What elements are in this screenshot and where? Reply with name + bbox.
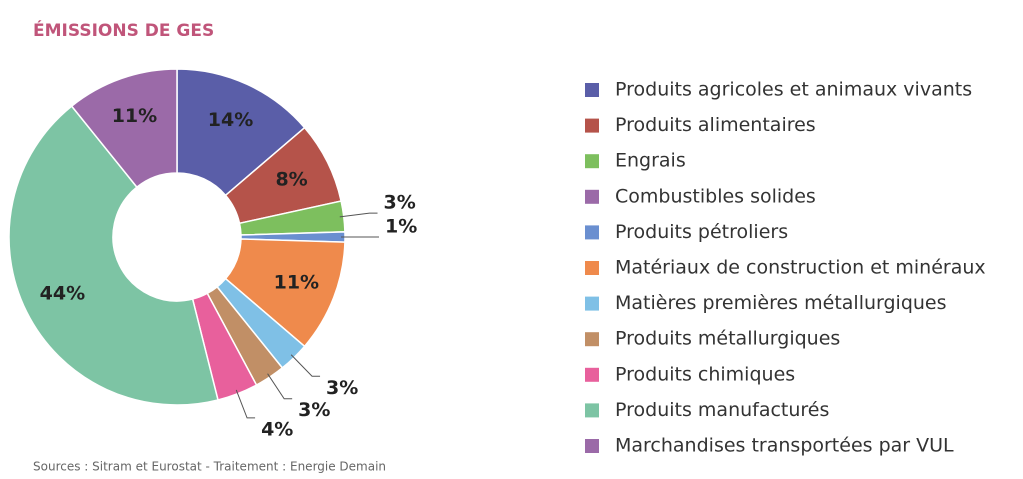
legend-label: Produits chimiques [615, 363, 795, 385]
legend-swatch [585, 154, 599, 169]
legend-swatch [585, 225, 599, 240]
data-label: 44% [40, 283, 85, 305]
leader-line [267, 373, 293, 400]
legend-label: Matières premières métallurgiques [615, 292, 947, 314]
leader-line [339, 212, 378, 218]
donut-slice [8, 105, 219, 406]
legend-swatch [585, 332, 599, 347]
legend-label: Matériaux de construction et minéraux [615, 257, 986, 279]
legend-label: Combustibles solides [615, 185, 816, 207]
legend-swatch [585, 403, 599, 418]
donut-slice [70, 68, 178, 189]
legend-swatch [585, 83, 599, 97]
legend-label: Produits agricoles et animaux vivants [615, 79, 972, 101]
legend-label: Produits alimentaires [615, 114, 816, 136]
data-label: 11% [274, 272, 319, 294]
source-note: Sources : Sitram et Eurostat - Traitemen… [33, 460, 386, 474]
leader-line [235, 389, 256, 419]
legend-label: Engrais [615, 150, 686, 172]
data-label: 8% [275, 168, 307, 190]
chart-title: ÉMISSIONS DE GES [33, 19, 214, 41]
legend-swatch [585, 189, 599, 204]
legend-swatch [585, 296, 599, 311]
data-label: 3% [384, 192, 416, 214]
donut-slice [176, 68, 306, 197]
legend-swatch [585, 261, 599, 275]
data-label: 1% [385, 216, 417, 238]
leader-line [290, 354, 321, 377]
legend-label: Produits métallurgiques [615, 328, 840, 350]
legend-swatch [585, 439, 599, 453]
legend-label: Produits pétroliers [615, 221, 788, 243]
data-label: 3% [326, 377, 358, 399]
data-label: 11% [112, 105, 157, 127]
legend-swatch [585, 367, 599, 382]
data-label: 4% [261, 418, 293, 440]
legend-label: Marchandises transportées par VUL [615, 435, 954, 457]
legend-label: Produits manufacturés [615, 399, 829, 421]
data-label: 14% [208, 109, 253, 131]
legend-swatch [585, 118, 599, 133]
data-label: 3% [298, 399, 330, 421]
